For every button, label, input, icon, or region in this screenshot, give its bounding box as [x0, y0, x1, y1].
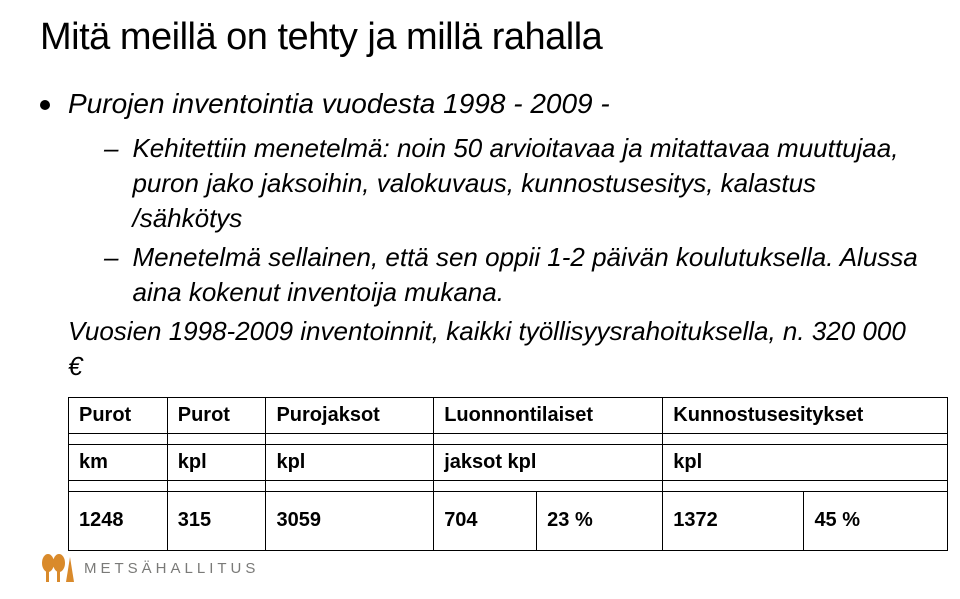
bullet-lvl2: – Menetelmä sellainen, että sen oppii 1-…	[40, 240, 920, 310]
tree-icon	[40, 553, 74, 583]
summary-note: Vuosien 1998-2009 inventoinnit, kaikki t…	[68, 314, 920, 384]
data-table: Purot Purot Purojaksot Luonnontilaiset K…	[68, 397, 948, 551]
table-data-cell: 1372	[663, 491, 804, 550]
bullet-lvl1-text: Purojen inventointia vuodesta 1998 - 200…	[68, 86, 610, 123]
table-unit-cell: jaksot kpl	[434, 444, 663, 480]
table-data-cell: 315	[167, 491, 266, 550]
table-data-cell: 23 %	[537, 491, 663, 550]
footer-logo-text: METSÄHALLITUS	[84, 560, 259, 577]
table-data-cell: 45 %	[804, 491, 948, 550]
bullet-lvl2-text: Menetelmä sellainen, että sen oppii 1-2 …	[132, 240, 920, 310]
table-data-cell: 3059	[266, 491, 434, 550]
table-header-row: Purot Purot Purojaksot Luonnontilaiset K…	[69, 397, 948, 433]
table-data-cell: 1248	[69, 491, 168, 550]
bullet-lvl2: – Kehitettiin menetelmä: noin 50 arvioit…	[40, 131, 920, 236]
table-unit-cell: kpl	[663, 444, 948, 480]
bullet-lvl1: Purojen inventointia vuodesta 1998 - 200…	[40, 86, 920, 123]
table-spacer-row	[69, 433, 948, 444]
table-units-row: km kpl kpl jaksot kpl kpl	[69, 444, 948, 480]
table-unit-cell: km	[69, 444, 168, 480]
table-header-cell: Kunnostusesitykset	[663, 397, 948, 433]
table-header-cell: Purojaksot	[266, 397, 434, 433]
bullet-dash-icon: –	[104, 131, 118, 166]
bullet-list: Purojen inventointia vuodesta 1998 - 200…	[40, 86, 920, 310]
table-data-cell: 704	[434, 491, 537, 550]
bullet-lvl2-text: Kehitettiin menetelmä: noin 50 arvioitav…	[132, 131, 920, 236]
table-spacer-row	[69, 480, 948, 491]
table-unit-cell: kpl	[266, 444, 434, 480]
table-header-cell: Purot	[69, 397, 168, 433]
bullet-dot-icon	[40, 100, 50, 110]
footer-logo: METSÄHALLITUS	[40, 553, 259, 583]
table-data-row: 1248 315 3059 704 23 % 1372 45 %	[69, 491, 948, 550]
table-header-cell: Luonnontilaiset	[434, 397, 663, 433]
table-unit-cell: kpl	[167, 444, 266, 480]
bullet-dash-icon: –	[104, 240, 118, 275]
page-title: Mitä meillä on tehty ja millä rahalla	[40, 18, 920, 58]
table-header-cell: Purot	[167, 397, 266, 433]
